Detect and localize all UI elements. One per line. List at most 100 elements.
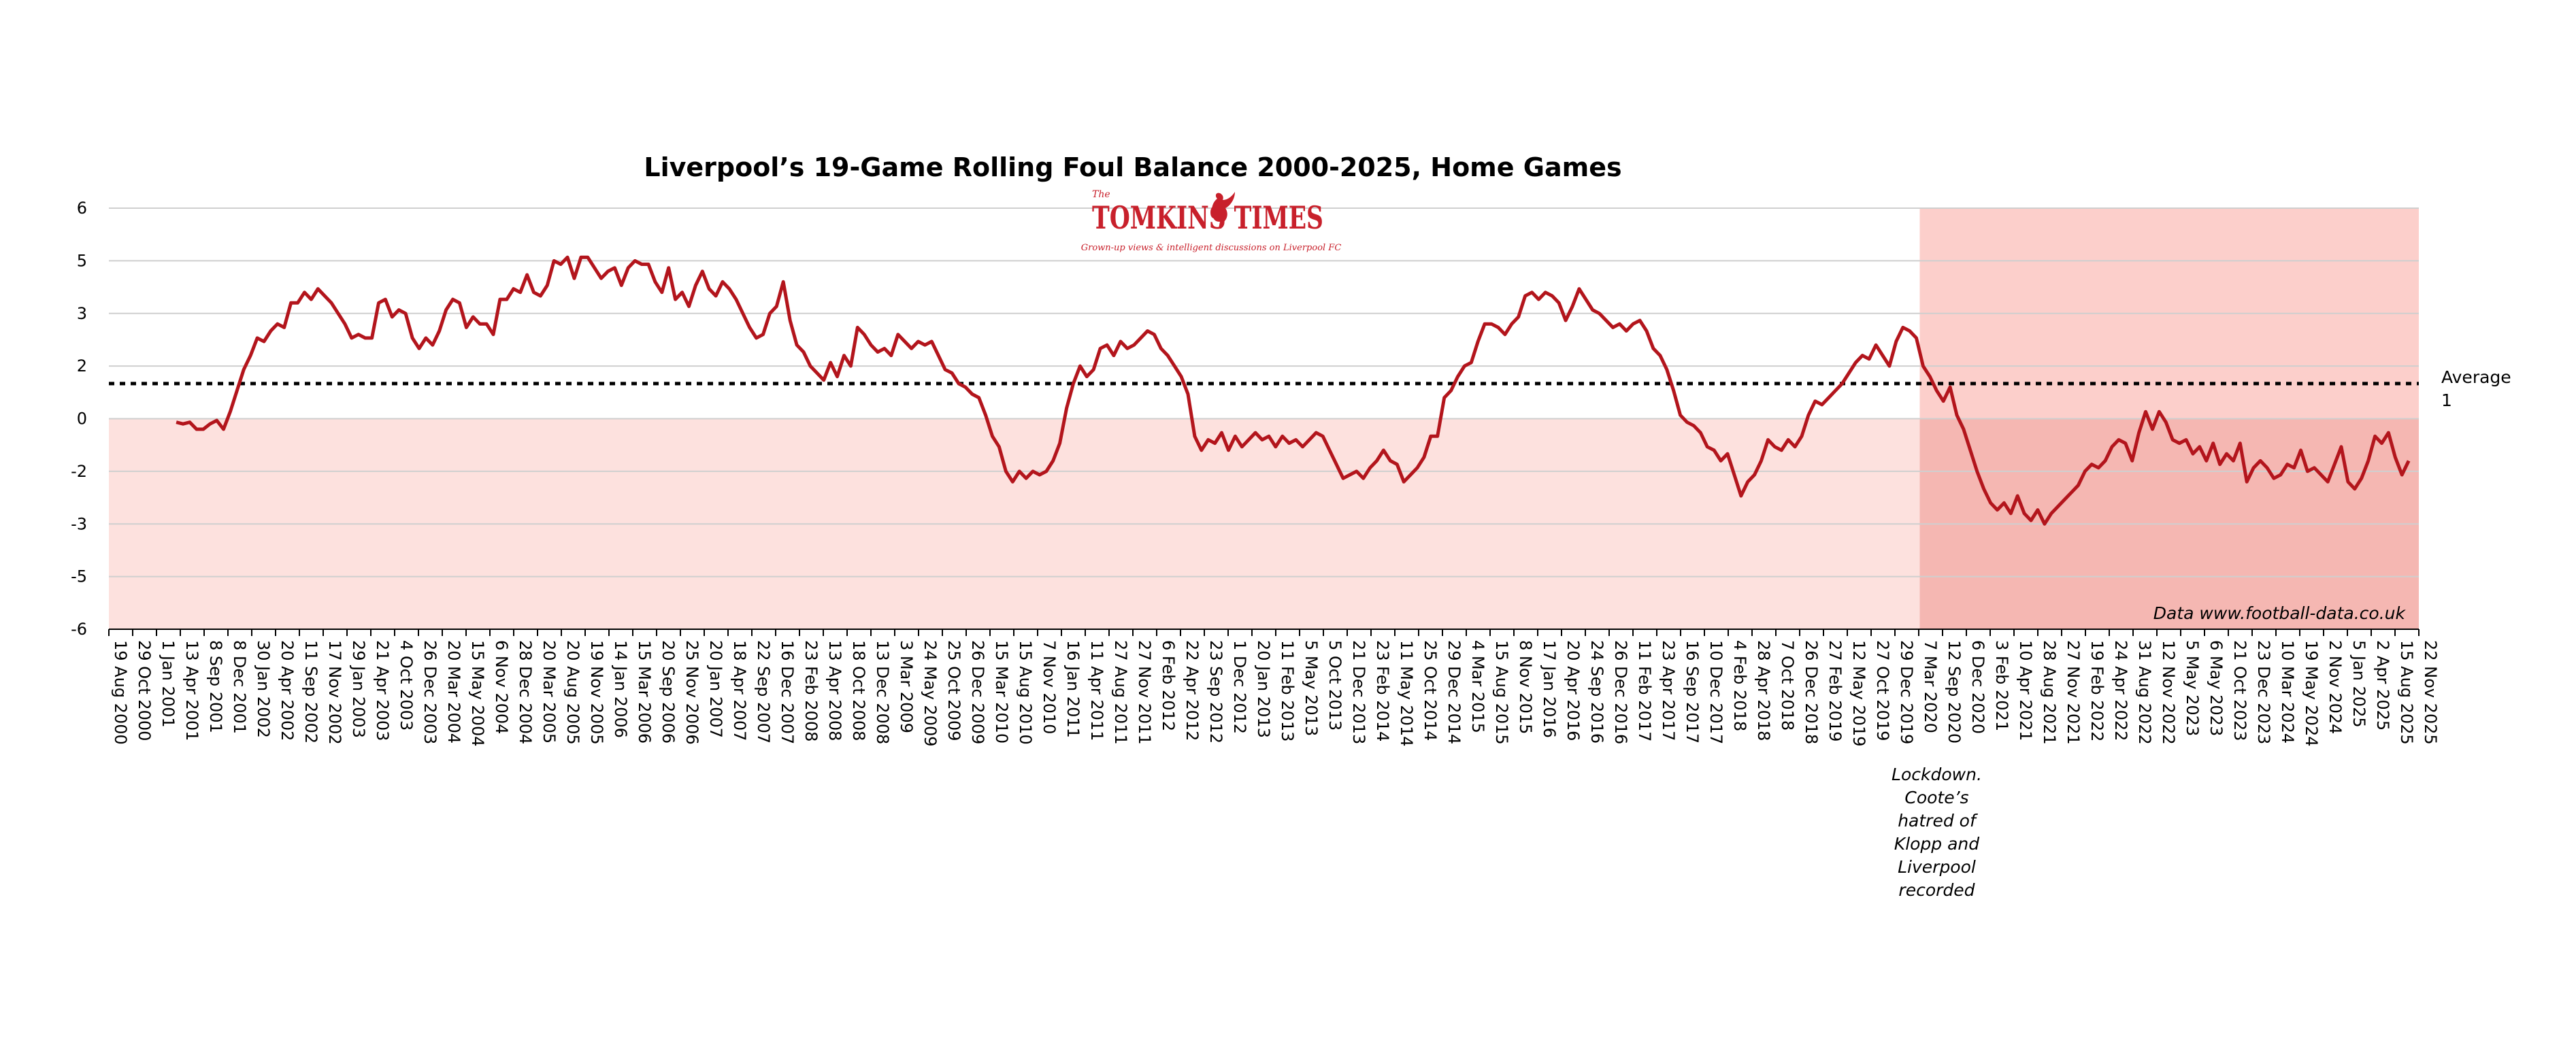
x-tick-label: 22 Sep 2007: [754, 640, 773, 743]
x-tick-label: 17 Jan 2016: [1540, 640, 1559, 738]
x-tick-label: 23 Feb 2008: [802, 640, 821, 741]
x-tick-label: 17 Nov 2002: [325, 640, 344, 745]
average-label: Average 1: [2441, 367, 2511, 410]
lockdown-annotation: Lockdown. Coote’s hatred of Klopp and Liverp…: [1892, 765, 1982, 900]
x-tick-label: 8 Nov 2015: [1516, 640, 1535, 734]
liver-bird-icon: [1212, 192, 1235, 229]
x-tick-label: 23 Feb 2014: [1373, 640, 1392, 741]
lockdown-note-line: Klopp and: [1894, 834, 1979, 854]
x-tick-label: 19 Feb 2022: [2087, 640, 2107, 741]
x-tick-label: 24 May 2009: [921, 640, 940, 747]
x-tick-label: 13 Apr 2008: [825, 640, 844, 741]
chart-title: Liverpool’s 19-Game Rolling Foul Balance…: [644, 152, 1621, 182]
x-tick-label: 24 Apr 2022: [2111, 640, 2130, 741]
x-tick-label: 15 Mar 2006: [635, 640, 654, 743]
x-tick-label: 26 Dec 2003: [420, 640, 440, 744]
x-tick-label: 31 Aug 2022: [2135, 640, 2154, 745]
x-tick-label: 12 May 2019: [1849, 640, 1868, 747]
x-tick-label: 29 Oct 2000: [135, 640, 154, 741]
x-tick-label: 19 May 2024: [2302, 640, 2321, 747]
x-tick-label: 21 Dec 2013: [1349, 640, 1368, 744]
x-tick-label: 27 Nov 2011: [1135, 640, 1154, 745]
x-tick-label: 21 Oct 2023: [2230, 640, 2249, 741]
x-tick-label: 14 Jan 2006: [611, 640, 630, 738]
x-tick-label: 6 Feb 2012: [1159, 640, 1178, 731]
x-axis: 19 Aug 2000 29 Oct 2000 1 Jan 2001 13 Apr 2…: [108, 629, 2440, 747]
x-tick-label: 10 Dec 2017: [1706, 640, 1725, 744]
average-label-text: Average: [2441, 367, 2511, 387]
x-tick-label: 18 Oct 2008: [849, 640, 868, 741]
x-tick-label: 26 Dec 2009: [968, 640, 987, 744]
x-tick-label: 20 Mar 2004: [444, 640, 463, 743]
y-tick-label: 6: [77, 199, 87, 218]
data-line: [176, 255, 2411, 526]
y-tick-label: 0: [77, 410, 87, 429]
x-tick-label: 28 Dec 2004: [516, 640, 535, 744]
x-tick-label: 12 Nov 2022: [2159, 640, 2178, 745]
x-tick-label: 15 Aug 2015: [1492, 640, 1511, 745]
x-tick-label: 10 Apr 2021: [2016, 640, 2035, 741]
x-tick-label: 7 Mar 2020: [1921, 640, 1940, 733]
logo-the-text: The: [1092, 189, 1110, 200]
x-tick-label: 20 Sep 2006: [659, 640, 678, 743]
x-tick-label: 21 Apr 2003: [373, 640, 392, 741]
x-tick-label: 19 Nov 2005: [587, 640, 606, 745]
x-tick-label: 22 Nov 2025: [2421, 640, 2440, 745]
x-tick-label: 25 Oct 2014: [1421, 640, 1440, 741]
x-tick-label: 15 Aug 2025: [2397, 640, 2416, 745]
lockdown-note-line: Liverpool: [1898, 857, 1976, 877]
x-tick-label: 5 Jan 2025: [2349, 640, 2368, 728]
x-tick-label: 1 Dec 2012: [1230, 640, 1249, 734]
x-tick-label: 16 Jan 2011: [1063, 640, 1083, 738]
x-tick-label: 3 Feb 2021: [1992, 640, 2011, 731]
x-tick-label: 2 Apr 2025: [2373, 640, 2392, 731]
x-tick-label: 3 Mar 2009: [897, 640, 916, 733]
x-tick-label: 29 Dec 2019: [1897, 640, 1916, 744]
x-tick-label: 26 Dec 2016: [1611, 640, 1630, 744]
series-line: [176, 255, 2411, 526]
x-tick-label: 11 Feb 2013: [1278, 640, 1297, 741]
x-tick-label: 20 Apr 2016: [1564, 640, 1583, 741]
x-tick-label: 16 Dec 2007: [778, 640, 797, 744]
x-tick-label: 1 Jan 2001: [159, 640, 178, 728]
x-tick-label: 11 Feb 2017: [1635, 640, 1654, 741]
x-tick-label: 28 Apr 2018: [1754, 640, 1773, 741]
source-note: Data www.football-data.co.uk: [2153, 603, 2407, 623]
x-tick-label: 20 Apr 2002: [278, 640, 297, 741]
x-tick-label: 20 Jan 2007: [706, 640, 725, 738]
x-tick-label: 25 Nov 2006: [682, 640, 701, 745]
x-tick-label: 18 Apr 2007: [730, 640, 749, 741]
x-tick-label: 24 Sep 2016: [1587, 640, 1606, 743]
x-tick-label: 23 Sep 2012: [1206, 640, 1225, 743]
x-tick-label: 4 Feb 2018: [1730, 640, 1749, 731]
x-tick-label: 5 Oct 2013: [1325, 640, 1344, 731]
x-tick-label: 20 Aug 2005: [563, 640, 582, 745]
x-tick-label: 19 Aug 2000: [111, 640, 130, 745]
x-tick-label: 6 Dec 2020: [1968, 640, 1987, 734]
tomkins-times-logo: The TOMKINS TIMES Grown-up views & intel…: [1081, 189, 1342, 253]
x-tick-label: 22 Apr 2012: [1183, 640, 1202, 741]
x-tick-label: 7 Nov 2010: [1040, 640, 1059, 734]
lockdown-note-line: recorded: [1898, 880, 1975, 900]
x-tick-label: 6 May 2023: [2207, 640, 2226, 736]
x-tick-label: 27 Nov 2021: [2064, 640, 2083, 745]
x-tick-label: 23 Apr 2017: [1659, 640, 1678, 741]
x-tick-label: 23 Dec 2023: [2254, 640, 2273, 744]
x-tick-label: 29 Jan 2003: [349, 640, 368, 738]
y-tick-label: -6: [71, 620, 87, 639]
x-tick-label: 11 Sep 2002: [301, 640, 320, 743]
logo-tagline: Grown-up views & intelligent discussions…: [1081, 243, 1342, 253]
x-tick-label: 27 Aug 2011: [1111, 640, 1130, 745]
logo-name: TOMKINS TIMES: [1092, 199, 1323, 236]
x-tick-label: 4 Oct 2003: [397, 640, 416, 731]
x-tick-label: 11 May 2014: [1397, 640, 1416, 747]
lockdown-note-line: Coote’s: [1904, 788, 1968, 807]
x-tick-label: 6 Nov 2004: [492, 640, 511, 734]
x-tick-label: 27 Feb 2019: [1826, 640, 1845, 741]
x-tick-label: 27 Oct 2019: [1873, 640, 1892, 741]
x-tick-label: 16 Sep 2017: [1683, 640, 1702, 743]
x-tick-label: 2 Nov 2024: [2326, 640, 2345, 734]
x-tick-label: 28 Aug 2021: [2040, 640, 2059, 745]
x-tick-label: 15 Aug 2010: [1016, 640, 1035, 745]
y-tick-label: 3: [77, 304, 87, 323]
